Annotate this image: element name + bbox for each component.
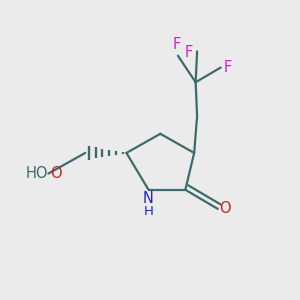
Text: F: F: [172, 37, 181, 52]
Text: H: H: [144, 205, 154, 218]
Text: HO: HO: [26, 166, 48, 181]
Text: O: O: [219, 201, 231, 216]
Text: F: F: [224, 60, 232, 75]
Text: O: O: [50, 166, 62, 181]
Text: F: F: [184, 45, 192, 60]
Text: N: N: [143, 191, 154, 206]
